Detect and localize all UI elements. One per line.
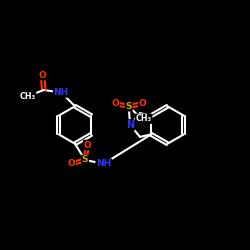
Text: NH: NH	[96, 159, 112, 168]
Text: S: S	[126, 102, 132, 111]
Text: CH₃: CH₃	[136, 114, 152, 123]
Text: NH: NH	[54, 88, 69, 97]
Text: N: N	[126, 120, 134, 130]
Text: O: O	[139, 99, 146, 108]
Text: O: O	[111, 99, 119, 108]
Text: S: S	[82, 156, 88, 164]
Text: O: O	[38, 70, 46, 80]
Text: CH₃: CH₃	[20, 92, 36, 101]
Text: O: O	[84, 140, 92, 149]
Text: O: O	[68, 159, 75, 168]
